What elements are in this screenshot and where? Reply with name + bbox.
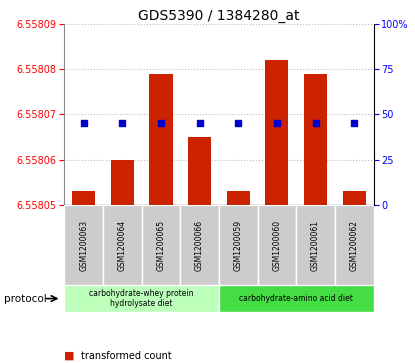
Point: [351, 121, 357, 126]
Point: [81, 121, 87, 126]
Bar: [72, 191, 95, 205]
Bar: [296, 205, 335, 285]
Bar: [188, 137, 211, 205]
Text: GSM1200063: GSM1200063: [79, 220, 88, 270]
Text: GSM1200066: GSM1200066: [195, 220, 204, 270]
Text: GSM1200061: GSM1200061: [311, 220, 320, 270]
Text: GSM1200059: GSM1200059: [234, 220, 243, 270]
Bar: [64, 205, 103, 285]
Point: [235, 121, 242, 126]
Bar: [219, 285, 374, 312]
Bar: [111, 160, 134, 205]
Text: transformed count: transformed count: [81, 351, 172, 361]
Text: carbohydrate-whey protein
hydrolysate diet: carbohydrate-whey protein hydrolysate di…: [89, 289, 194, 308]
Text: carbohydrate-amino acid diet: carbohydrate-amino acid diet: [239, 294, 353, 303]
Point: [312, 121, 319, 126]
Bar: [335, 205, 374, 285]
Point: [273, 121, 280, 126]
Bar: [149, 73, 173, 205]
Point: [158, 121, 164, 126]
Bar: [258, 205, 296, 285]
Bar: [227, 191, 250, 205]
Bar: [64, 285, 219, 312]
Text: GSM1200062: GSM1200062: [350, 220, 359, 270]
Bar: [343, 191, 366, 205]
Text: GSM1200064: GSM1200064: [118, 220, 127, 270]
Point: [119, 121, 126, 126]
Bar: [265, 60, 288, 205]
Text: ■: ■: [64, 351, 75, 361]
Point: [196, 121, 203, 126]
Bar: [180, 205, 219, 285]
Bar: [142, 205, 180, 285]
Text: GSM1200065: GSM1200065: [156, 220, 166, 270]
Title: GDS5390 / 1384280_at: GDS5390 / 1384280_at: [138, 9, 300, 23]
Bar: [103, 205, 142, 285]
Bar: [304, 73, 327, 205]
Bar: [219, 205, 258, 285]
Text: GSM1200060: GSM1200060: [272, 220, 281, 270]
Text: protocol: protocol: [4, 294, 47, 303]
